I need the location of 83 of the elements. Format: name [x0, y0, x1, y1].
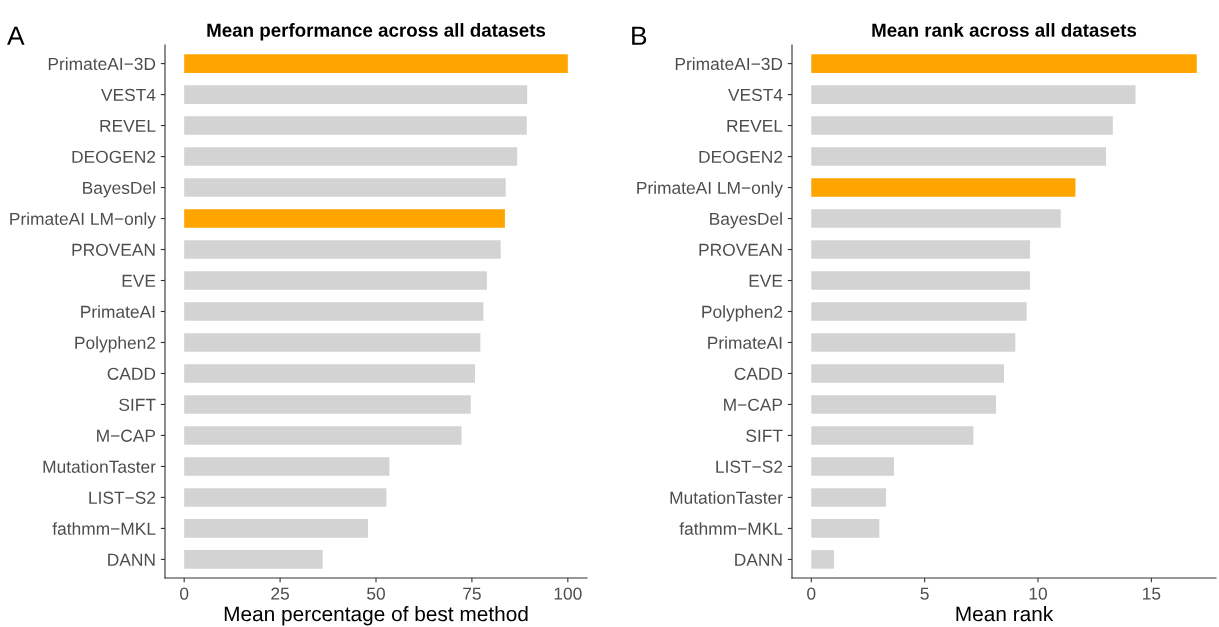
bar	[811, 85, 1136, 104]
y-tick-label: SIFT	[746, 429, 783, 442]
bar	[811, 209, 1061, 228]
bar	[811, 147, 1107, 166]
bar	[184, 147, 518, 166]
y-tick-label: LIST−S2	[89, 491, 156, 504]
y-tick-label: VEST4	[101, 88, 156, 102]
bar	[184, 333, 481, 352]
y-tick-label: DANN	[108, 553, 155, 566]
y-tick-label: BayesDel	[710, 212, 782, 229]
x-tick-label: 100	[554, 587, 582, 600]
text: A	[7, 26, 25, 45]
bar	[184, 550, 323, 569]
x-tick-label: 15	[1143, 587, 1161, 600]
y-tick-label: LIST−S2	[716, 460, 783, 473]
y-tick-label: PrimateAI LM−only	[637, 181, 783, 198]
y-tick-label: PrimateAI−3D	[675, 57, 783, 71]
bar	[184, 116, 527, 135]
x-tick-label: 5	[920, 587, 929, 600]
bar	[184, 178, 506, 197]
y-tick-label: REVEL	[100, 119, 156, 132]
bar	[811, 54, 1197, 73]
y-tick-label: DEOGEN2	[72, 150, 156, 164]
bar	[184, 240, 501, 259]
x-tick-label: 10	[1029, 587, 1047, 600]
bar	[184, 271, 487, 290]
y-tick-label: PrimateAI	[708, 336, 782, 349]
bar	[811, 550, 834, 569]
x-tick-label: 50	[367, 587, 385, 600]
y-tick-label: BayesDel	[83, 181, 155, 198]
bar	[811, 364, 1004, 383]
bar	[811, 426, 974, 445]
chart-title: Mean performance across all datasets	[207, 23, 546, 41]
y-tick-label: M−CAP	[724, 398, 783, 411]
y-tick-label: CADD	[107, 367, 156, 380]
x-tick-label: 0	[180, 587, 189, 600]
bar	[811, 333, 1016, 352]
bar	[811, 519, 880, 538]
y-tick-label: fathmm−MKL	[52, 522, 156, 535]
bar	[811, 457, 895, 476]
bar	[811, 178, 1076, 197]
y-tick-label: PrimateAI	[81, 305, 155, 318]
text: B	[632, 26, 647, 45]
x-axis-title: Mean percentage of best method	[224, 605, 528, 626]
x-tick-label: 75	[463, 587, 481, 600]
y-tick-label: EVE	[122, 274, 156, 287]
y-tick-label: PROVEAN	[699, 243, 782, 256]
bar	[184, 209, 505, 228]
y-tick-label: fathmm−MKL	[679, 522, 783, 535]
y-tick-label: EVE	[749, 274, 783, 287]
bar	[184, 457, 390, 476]
y-tick-label: PrimateAI−3D	[48, 57, 156, 71]
bar	[184, 302, 484, 321]
bar	[811, 302, 1027, 321]
y-tick-label: Polyphen2	[702, 305, 783, 322]
bar	[811, 116, 1113, 135]
y-tick-label: REVEL	[727, 119, 783, 132]
y-tick-label: PrimateAI LM−only	[10, 212, 156, 229]
x-axis-title: Mean rank	[956, 605, 1054, 622]
bar	[184, 85, 528, 104]
y-tick-label: SIFT	[119, 398, 156, 411]
bar	[184, 519, 368, 538]
y-tick-label: MutationTaster	[670, 491, 783, 504]
y-tick-label: Polyphen2	[75, 336, 156, 353]
bar	[811, 271, 1031, 290]
bar	[184, 54, 568, 73]
y-tick-label: M−CAP	[97, 429, 156, 442]
y-tick-label: CADD	[734, 367, 783, 380]
y-tick-label: DEOGEN2	[699, 150, 783, 164]
bar	[811, 395, 997, 414]
bar	[184, 488, 387, 507]
x-tick-label: 25	[271, 587, 290, 600]
bar	[184, 395, 471, 414]
y-tick-label: MutationTaster	[43, 460, 156, 473]
y-tick-label: DANN	[735, 553, 782, 566]
bar	[184, 426, 462, 445]
bar	[811, 488, 887, 507]
x-tick-label: 0	[807, 587, 816, 600]
bar	[184, 364, 475, 383]
y-tick-label: PROVEAN	[72, 243, 155, 256]
bar	[811, 240, 1031, 259]
y-tick-label: VEST4	[728, 88, 783, 102]
chart-title: Mean rank across all datasets	[872, 23, 1137, 37]
